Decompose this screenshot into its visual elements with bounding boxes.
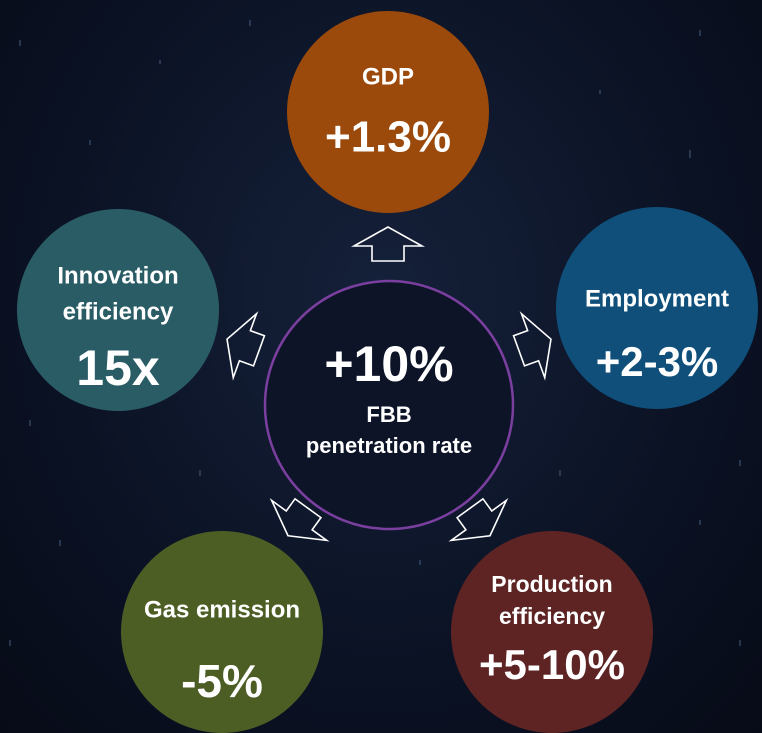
node: Employment +2-3% xyxy=(556,207,758,409)
node-value: +1.3% xyxy=(325,113,451,162)
center-label: penetration rate xyxy=(306,433,472,458)
node-label: efficiency xyxy=(63,298,174,325)
arrow xyxy=(350,226,426,262)
center-value: +10% xyxy=(324,336,453,392)
stars xyxy=(9,20,741,646)
node: Gas emission -5% xyxy=(121,531,323,733)
node: Production efficiency +5-10% xyxy=(451,531,653,733)
node-label: Gas emission xyxy=(144,596,300,623)
node-label: GDP xyxy=(362,63,414,90)
node-circle xyxy=(121,531,323,733)
arrow xyxy=(226,311,266,381)
node-circle xyxy=(451,531,653,733)
node-value: +5-10% xyxy=(479,641,625,688)
arrow xyxy=(512,311,552,381)
center-circle xyxy=(263,279,515,531)
node-label: efficiency xyxy=(499,603,605,629)
node-label: Innovation xyxy=(57,262,178,289)
node-circle xyxy=(556,207,758,409)
center-label: FBB xyxy=(366,402,411,427)
node-circle xyxy=(287,11,489,213)
node-label: Employment xyxy=(585,285,729,312)
node-label: Production xyxy=(491,571,612,597)
arrow xyxy=(448,497,509,542)
node: Innovation efficiency 15x xyxy=(17,209,219,411)
node: GDP +1.3% xyxy=(287,11,489,213)
node-value: +2-3% xyxy=(596,338,719,385)
node-value: 15x xyxy=(76,340,160,396)
arrow xyxy=(269,497,330,542)
node-circle xyxy=(17,209,219,411)
node-value: -5% xyxy=(181,655,263,707)
